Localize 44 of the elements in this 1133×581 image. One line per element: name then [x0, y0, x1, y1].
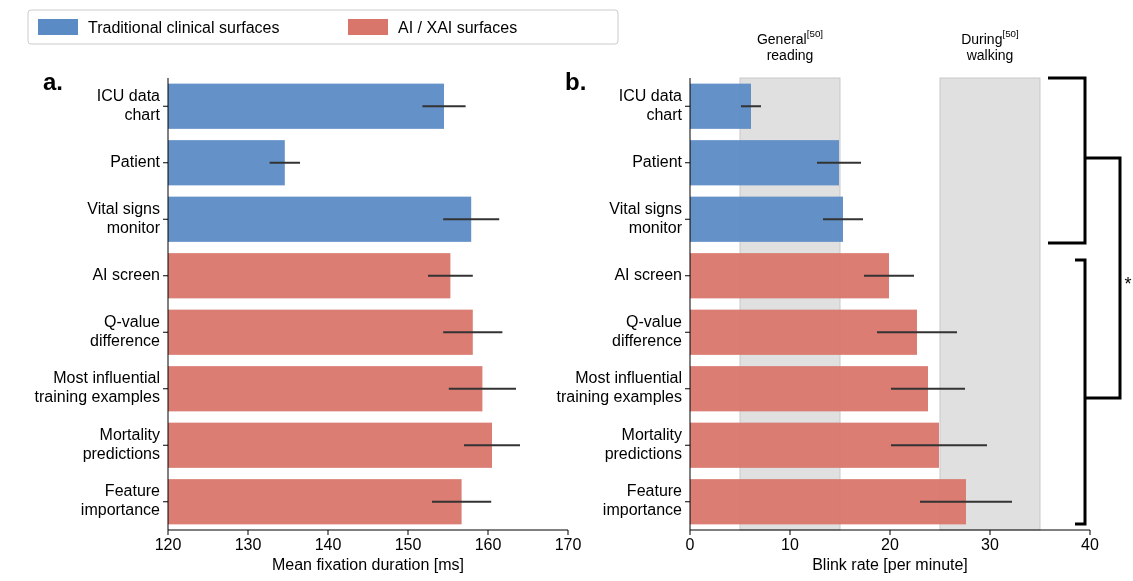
legend-label: Traditional clinical surfaces	[88, 19, 280, 36]
x-tick-label: 0	[685, 536, 695, 553]
x-axis-title: Mean fixation duration [ms]	[271, 556, 465, 573]
y-tick-label: Mortality predictions	[604, 425, 682, 462]
y-tick-label: ICU data chart	[618, 86, 683, 123]
band-label: During$^{[50]}$ walking	[961, 28, 1020, 63]
x-tick-label: 160	[474, 536, 502, 553]
y-tick-label: Q-value difference	[612, 312, 683, 349]
y-tick-label: Vital signs monitor	[609, 199, 683, 236]
bar	[690, 83, 751, 129]
bar	[690, 253, 889, 299]
band-label: General$^{[50]}$ reading	[756, 28, 824, 63]
x-tick-label: 140	[314, 536, 342, 553]
bar	[690, 140, 839, 186]
y-tick-label: Vital signs monitor	[87, 199, 161, 236]
y-tick-label: Patient	[632, 152, 683, 170]
chart-title: a.	[43, 68, 64, 95]
y-tick-label: Most influential training examples	[34, 369, 160, 406]
y-tick-label: AI screen	[614, 265, 682, 283]
x-tick-label: 120	[154, 536, 182, 553]
legend-label: AI / XAI surfaces	[398, 19, 518, 36]
y-tick-label: Patient	[110, 152, 161, 170]
y-tick-label: ICU data chart	[96, 86, 161, 123]
text: *	[1124, 274, 1132, 294]
x-axis-title: Blink rate [per minute]	[812, 556, 968, 573]
bar	[690, 479, 966, 525]
x-tick-label: 170	[554, 536, 582, 553]
x-tick-label: 20	[881, 536, 899, 553]
bar	[690, 422, 939, 468]
x-tick-label: 10	[781, 536, 799, 553]
bar	[690, 196, 843, 242]
x-tick-label: 30	[981, 536, 999, 553]
bar	[690, 366, 928, 412]
chart-title: b.	[565, 68, 587, 95]
x-tick-label: 130	[234, 536, 262, 553]
y-tick-label: Feature importance	[602, 482, 683, 519]
y-tick-label: Most influential training examples	[556, 369, 682, 406]
y-tick-label: AI screen	[92, 265, 160, 283]
y-tick-label: Q-value difference	[90, 312, 161, 349]
bar	[690, 309, 917, 355]
y-tick-label: Mortality predictions	[82, 425, 160, 462]
y-tick-label: Feature importance	[80, 482, 161, 519]
x-tick-label: 40	[1081, 536, 1099, 553]
x-tick-label: 150	[394, 536, 422, 553]
